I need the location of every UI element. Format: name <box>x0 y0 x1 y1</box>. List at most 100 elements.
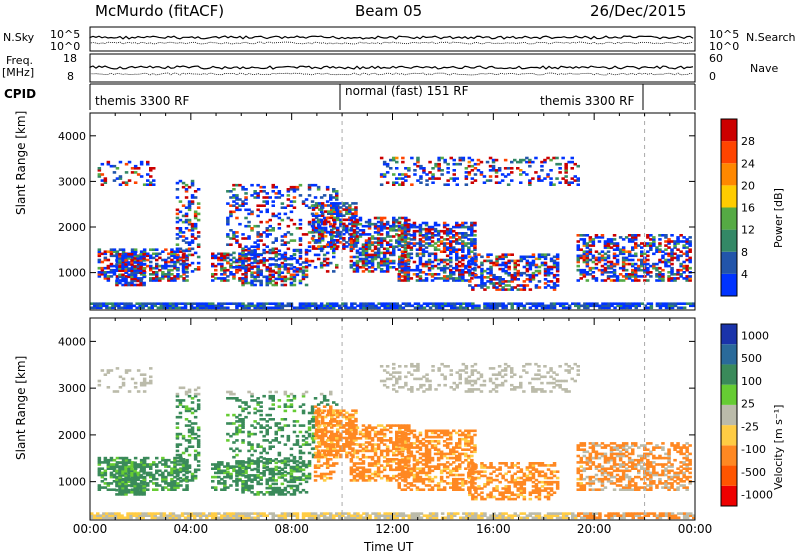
heatmap-cell <box>445 258 450 262</box>
heatmap-cell <box>265 482 269 486</box>
heatmap-cell <box>295 467 300 471</box>
heatmap-cell <box>217 304 221 308</box>
heatmap-cell <box>395 304 399 308</box>
heatmap-cell <box>492 286 496 289</box>
heatmap-cell <box>164 264 168 268</box>
heatmap-cell <box>201 306 206 310</box>
heatmap-cell <box>184 257 189 261</box>
heatmap-cell <box>379 259 384 263</box>
heatmap-cell <box>120 306 124 310</box>
heatmap-cell <box>322 263 327 267</box>
heatmap-cell <box>142 478 146 481</box>
heatmap-cell <box>184 268 189 271</box>
heatmap-cell <box>298 457 303 460</box>
heatmap-cell <box>480 269 484 273</box>
heatmap-cell <box>528 306 533 310</box>
heatmap-cell <box>504 269 508 273</box>
heatmap-cell <box>385 257 390 261</box>
heatmap-cell <box>354 202 358 205</box>
heatmap-cell <box>295 484 300 488</box>
heatmap-cell <box>226 220 230 224</box>
heatmap-cell <box>112 254 117 258</box>
heatmap-cell <box>373 216 378 220</box>
heatmap-cell <box>552 156 556 160</box>
heatmap-cell <box>271 247 275 251</box>
heatmap-cell <box>461 256 465 260</box>
heatmap-cell <box>395 233 399 236</box>
heatmap-cell <box>552 304 557 308</box>
heatmap-cell <box>259 283 263 287</box>
heatmap-cell <box>401 426 405 429</box>
heatmap-cell <box>274 304 278 308</box>
heatmap-cell <box>600 271 605 274</box>
heatmap-cell <box>367 270 372 273</box>
heatmap-cell <box>540 261 545 265</box>
heatmap-cell <box>433 252 438 256</box>
heatmap-cell <box>452 236 456 239</box>
heatmap-cell <box>115 250 120 253</box>
heatmap-cell <box>286 463 291 467</box>
heatmap-cell <box>370 237 375 240</box>
heatmap-cell <box>549 177 553 180</box>
heatmap-cell <box>175 474 180 478</box>
heatmap-cell <box>253 265 257 268</box>
heatmap-cell <box>452 173 456 176</box>
heatmap-cell <box>585 260 590 264</box>
heatmap-cell <box>292 493 297 496</box>
heatmap-cell <box>167 465 171 468</box>
heatmap-cell <box>436 238 441 241</box>
heatmap-cell <box>392 251 396 255</box>
heatmap-cell <box>149 264 153 268</box>
heatmap-cell <box>627 240 632 243</box>
heatmap-cell <box>430 227 435 231</box>
heatmap-cell <box>403 271 408 274</box>
heatmap-cell <box>139 283 143 287</box>
heatmap-cell <box>576 179 580 182</box>
heatmap-cell <box>446 162 450 166</box>
heatmap-cell <box>196 261 201 265</box>
heatmap-cell <box>440 173 444 176</box>
heatmap-cell <box>133 258 138 262</box>
heatmap-cell <box>637 234 641 237</box>
heatmap-cell <box>338 304 342 308</box>
heatmap-cell <box>109 248 114 251</box>
heatmap-cell <box>555 255 560 259</box>
heatmap-cell <box>165 306 170 310</box>
heatmap-cell <box>670 266 674 270</box>
heatmap-cell <box>345 226 349 230</box>
heatmap-cell <box>100 183 105 186</box>
heatmap-cell <box>247 461 251 465</box>
heatmap-cell <box>247 306 251 310</box>
heatmap-cell <box>418 262 423 266</box>
heatmap-cell <box>603 246 608 249</box>
heatmap-cell <box>370 255 375 259</box>
heatmap-cell <box>100 260 105 264</box>
heatmap-cell <box>427 238 432 241</box>
heatmap-cell <box>142 257 146 260</box>
heatmap-cell <box>286 302 291 305</box>
heatmap-cell <box>320 220 325 224</box>
heatmap-cell <box>133 474 137 477</box>
heatmap-cell <box>385 424 390 427</box>
heatmap-cell <box>173 482 177 485</box>
heatmap-cell <box>99 302 103 305</box>
cpid-segment-2: normal (fast) 151 RF <box>345 84 469 98</box>
heatmap-cell <box>594 279 599 282</box>
heatmap-cell <box>398 428 402 432</box>
heatmap-cell <box>452 246 456 249</box>
heatmap-cell <box>401 424 405 427</box>
heatmap-cell <box>173 252 177 256</box>
freq-axis-top: 18 <box>63 52 77 65</box>
heatmap-cell <box>685 252 689 256</box>
heatmap-cell <box>452 266 456 270</box>
heatmap-cell <box>136 255 140 258</box>
heatmap-cell <box>351 222 355 226</box>
heatmap-cell <box>136 262 141 266</box>
heatmap-cell <box>398 224 402 228</box>
heatmap-cell <box>352 233 357 236</box>
heatmap-cell <box>283 259 288 262</box>
heatmap-cell <box>456 302 460 305</box>
heatmap-cell <box>277 216 282 220</box>
heatmap-cell <box>376 455 381 459</box>
heatmap-cell <box>380 302 384 305</box>
